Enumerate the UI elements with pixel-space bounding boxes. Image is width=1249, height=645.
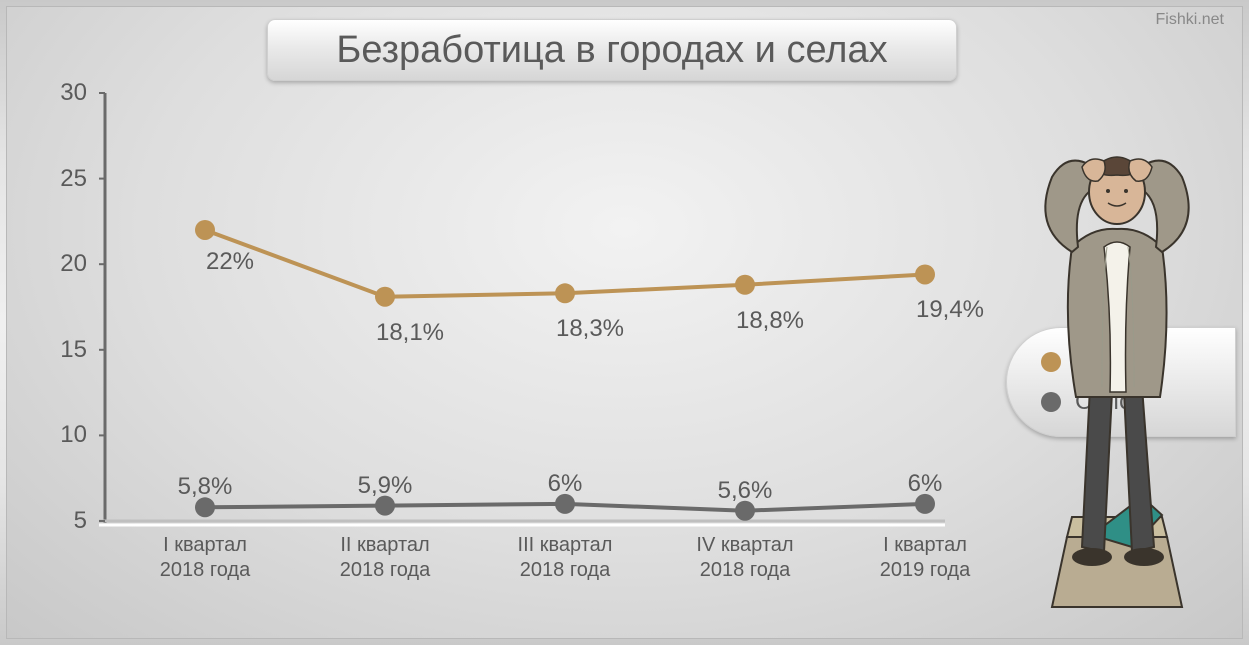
x-tick-label: II квартал2018 года	[340, 533, 430, 583]
data-point-label: 22%	[206, 248, 254, 276]
y-tick-label: 10	[39, 421, 87, 449]
x-tick-label: IV квартал2018 года	[696, 533, 793, 583]
data-point-label: 5,8%	[178, 473, 233, 501]
data-point-label: 5,6%	[718, 477, 773, 505]
person-icon	[1012, 137, 1222, 617]
data-point-label: 5,9%	[358, 472, 413, 500]
x-tick-label: I квартал2018 года	[160, 533, 250, 583]
chart-frame: Fishki.net Безработица в городах и селах…	[6, 6, 1243, 639]
distressed-man-illustration	[1012, 137, 1222, 617]
y-tick-label: 25	[39, 165, 87, 193]
data-point-label: 18,1%	[376, 319, 444, 347]
watermark: Fishki.net	[1156, 11, 1224, 29]
data-point-label: 6%	[548, 470, 583, 498]
x-tick-label: I квартал2019 года	[880, 533, 970, 583]
chart-title: Безработица в городах и селах	[336, 29, 887, 72]
title-container: Безработица в городах и селах	[267, 19, 957, 81]
data-point-label: 18,8%	[736, 307, 804, 335]
y-tick-label: 5	[39, 507, 87, 535]
data-point-label: 18,3%	[556, 315, 624, 343]
y-tick-label: 20	[39, 250, 87, 278]
line-chart: 51015202530I квартал2018 годаII квартал2…	[35, 87, 955, 627]
x-tick-label: III квартал2018 года	[518, 533, 613, 583]
y-tick-label: 30	[39, 79, 87, 107]
data-point-label: 19,4%	[916, 296, 984, 324]
data-point-label: 6%	[908, 470, 943, 498]
y-tick-label: 15	[39, 336, 87, 364]
